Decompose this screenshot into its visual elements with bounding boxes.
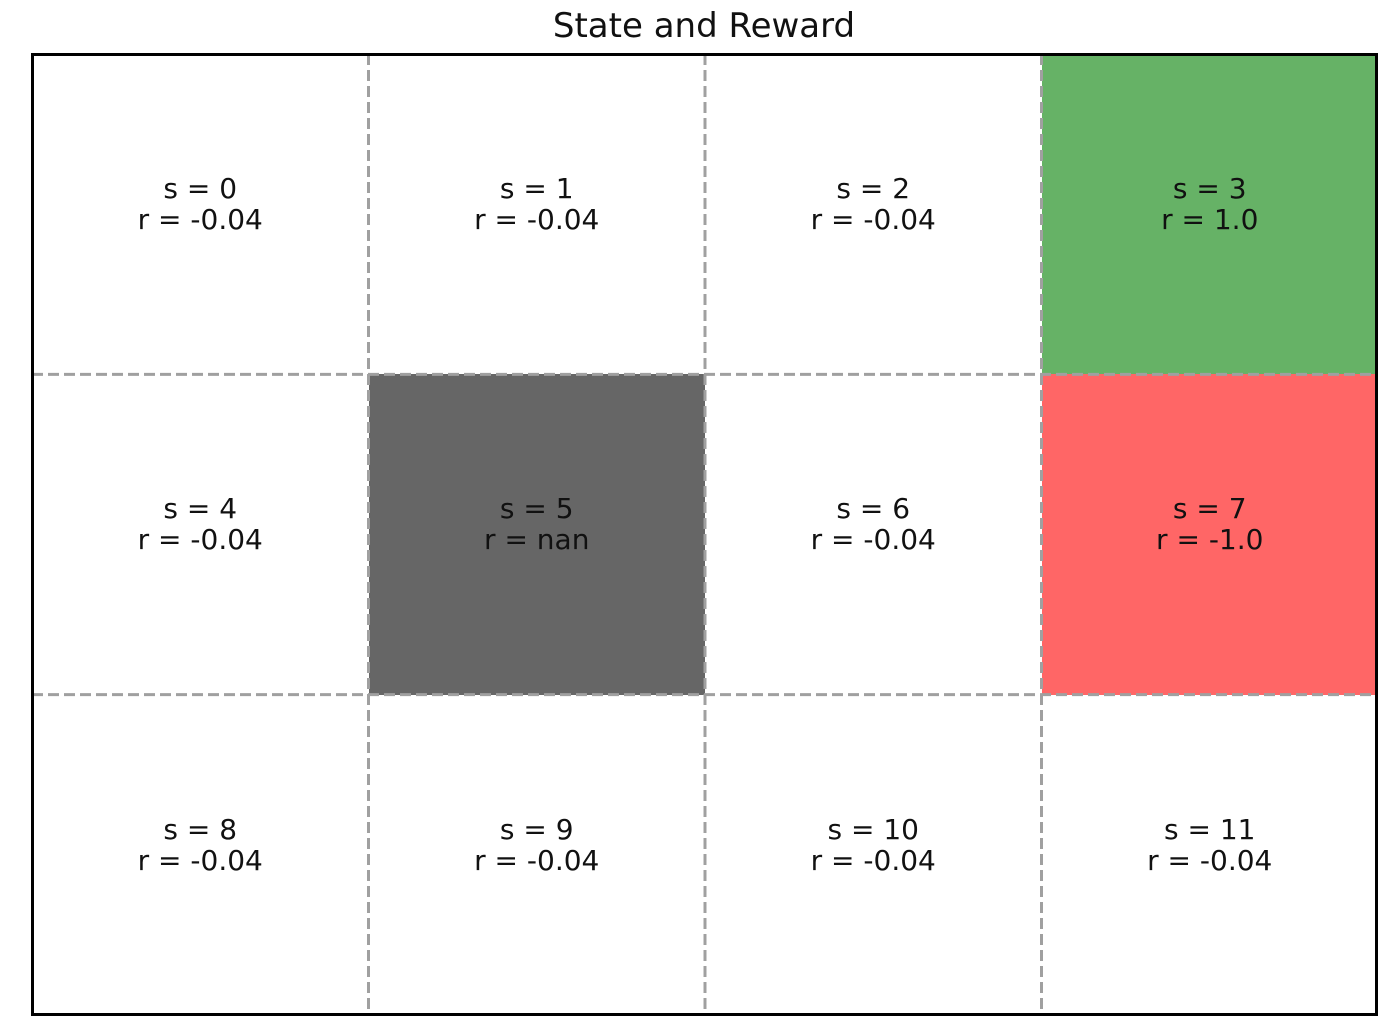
- state-label: s = 4: [163, 492, 238, 526]
- cell-text: s = 11 r = -0.04: [1147, 814, 1272, 876]
- reward-label: r = -0.04: [137, 523, 263, 557]
- reward-label: r = -0.04: [1147, 843, 1273, 877]
- state-label: s = 9: [499, 812, 574, 846]
- reward-label: r = -0.04: [810, 523, 936, 557]
- reward-label: r = -0.04: [810, 203, 936, 237]
- reward-label: r = -0.04: [810, 843, 936, 877]
- reward-label: r = -0.04: [137, 843, 263, 877]
- state-label: s = 10: [827, 812, 919, 846]
- reward-label: r = -0.04: [474, 203, 600, 237]
- state-label: s = 11: [1164, 812, 1256, 846]
- reward-label: r = -0.04: [137, 203, 263, 237]
- cell-text: s = 10 r = -0.04: [811, 814, 936, 876]
- chart-title: State and Reward: [552, 6, 856, 46]
- state-label: s = 8: [163, 812, 238, 846]
- reward-label: r = 1.0: [1161, 203, 1259, 237]
- state-label: s = 0: [163, 172, 238, 206]
- state-label: s = 3: [1172, 172, 1247, 206]
- reward-label: r = -0.04: [474, 843, 600, 877]
- grid-cell-s11: s = 11 r = -0.04: [1041, 694, 1378, 1015]
- reward-label: r = -1.0: [1156, 523, 1264, 557]
- state-label: s = 6: [836, 492, 911, 526]
- state-label: s = 7: [1172, 492, 1247, 526]
- reward-label: r = nan: [484, 523, 590, 557]
- state-label: s = 5: [499, 492, 574, 526]
- grid-cell-s10: s = 10 r = -0.04: [705, 694, 1042, 1015]
- state-label: s = 1: [499, 172, 574, 206]
- state-label: s = 2: [836, 172, 911, 206]
